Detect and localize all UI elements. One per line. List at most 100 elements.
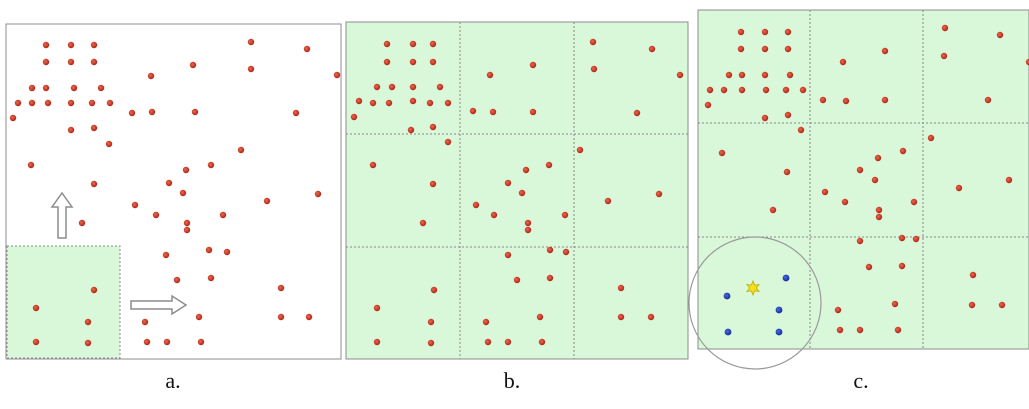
data-point [856, 237, 864, 245]
data-point [350, 113, 358, 121]
data-point [426, 99, 434, 107]
data-point [409, 83, 417, 91]
data-point [898, 262, 906, 270]
data-point [314, 190, 322, 198]
data-point [429, 180, 437, 188]
data-point [90, 58, 98, 66]
data-point [67, 58, 75, 66]
data-point [84, 339, 92, 347]
panel-c-neighbor-points [723, 274, 790, 336]
data-point [247, 38, 255, 46]
data-point [761, 114, 769, 122]
data-point [998, 301, 1006, 309]
data-point [148, 108, 156, 116]
data-point [891, 300, 899, 308]
data-point [182, 166, 190, 174]
data-point [761, 45, 769, 53]
data-point [486, 71, 494, 79]
right-arrow-icon [130, 294, 188, 316]
data-point [247, 65, 255, 73]
data-point [429, 123, 437, 131]
data-point [865, 263, 873, 271]
data-point [409, 40, 417, 48]
panel-c [688, 9, 1029, 370]
data-point [195, 313, 203, 321]
data-point [856, 166, 864, 174]
data-point [444, 99, 452, 107]
data-point [131, 201, 139, 209]
data-point [738, 86, 746, 94]
data-point [163, 338, 171, 346]
data-point [894, 326, 902, 334]
data-point [427, 339, 435, 347]
data-point [277, 313, 285, 321]
data-point [78, 219, 86, 227]
data-point [70, 84, 78, 92]
data-point [292, 109, 300, 117]
data-point [183, 226, 191, 234]
data-point [472, 201, 480, 209]
data-point [197, 338, 205, 346]
data-point [44, 99, 52, 107]
data-point [786, 71, 794, 79]
data-point [524, 226, 532, 234]
data-point [183, 219, 191, 227]
data-point [546, 274, 554, 282]
search-radius-circle [688, 236, 822, 370]
data-point [784, 45, 792, 53]
data-point [617, 284, 625, 292]
data-point [927, 134, 935, 142]
data-point [373, 338, 381, 346]
data-point [88, 99, 96, 107]
data-point [219, 211, 227, 219]
data-point [147, 72, 155, 80]
data-point [996, 31, 1004, 39]
data-point [725, 71, 733, 79]
data-point [1025, 58, 1029, 66]
panel-c-grid [698, 10, 1029, 349]
data-point [84, 318, 92, 326]
data-point [165, 179, 173, 187]
data-point [205, 246, 213, 254]
data-point [761, 71, 769, 79]
data-point [162, 251, 170, 259]
data-point [383, 58, 391, 66]
data-point [912, 235, 920, 243]
data-point [303, 45, 311, 53]
data-point [536, 313, 544, 321]
data-point [529, 61, 537, 69]
data-point [783, 168, 791, 176]
data-point [427, 318, 435, 326]
panel-b-frame [345, 21, 689, 360]
caption-b: b. [503, 368, 521, 393]
data-point [42, 58, 50, 66]
data-point [836, 326, 844, 334]
data-point [899, 147, 907, 155]
data-point [799, 86, 807, 94]
data-point [409, 58, 417, 66]
data-point [444, 138, 452, 146]
data-point [369, 161, 377, 169]
caption-a: a. [165, 368, 181, 393]
data-point [67, 41, 75, 49]
data-point [189, 61, 197, 69]
query-star-icon [745, 279, 761, 297]
data-point [407, 126, 415, 134]
data-point [484, 338, 492, 346]
data-point [504, 251, 512, 259]
data-point [32, 338, 40, 346]
data-point [90, 124, 98, 132]
panel-c-frame [697, 9, 1029, 350]
caption-c: c. [853, 368, 869, 393]
data-point [67, 99, 75, 107]
data-point [207, 161, 215, 169]
panel-b [345, 21, 689, 360]
neighbor-point [782, 274, 790, 282]
data-point [97, 84, 105, 92]
data-point [128, 109, 136, 117]
data-point [28, 84, 36, 92]
data-point [769, 206, 777, 214]
data-point [355, 97, 363, 105]
data-point [409, 97, 417, 105]
data-point [871, 176, 879, 184]
